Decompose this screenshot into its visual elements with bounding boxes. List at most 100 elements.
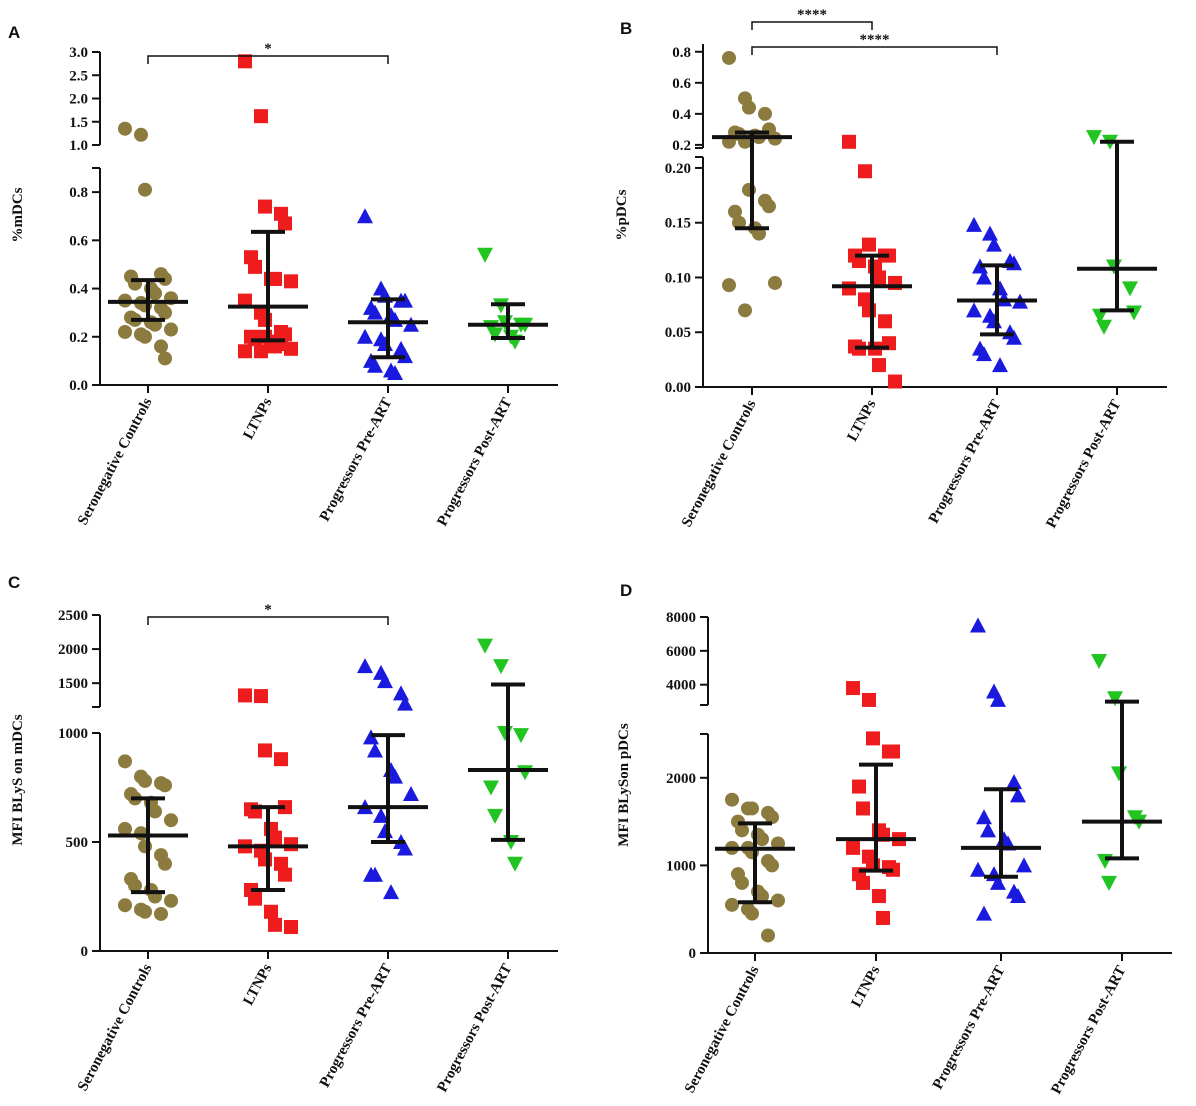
- data-point: [761, 928, 775, 943]
- data-point: [238, 344, 252, 359]
- x-tick-label: Seronegative Controls: [75, 395, 156, 528]
- data-point: [1111, 766, 1127, 782]
- data-point: [745, 801, 759, 816]
- data-point: [487, 327, 503, 343]
- data-point: [872, 889, 886, 904]
- data-point: [1097, 854, 1113, 870]
- y-axis-label: %pDCs: [614, 189, 630, 240]
- y-tick-label: 2.5: [69, 68, 88, 84]
- data-point: [970, 617, 986, 633]
- data-point: [248, 891, 262, 906]
- x-tick-label: Progressors Post-ART: [434, 961, 515, 1094]
- data-point: [862, 237, 876, 252]
- x-tick-label: Progressors Post-ART: [1043, 397, 1124, 530]
- data-point: [164, 813, 178, 828]
- y-tick-label: 0: [81, 944, 89, 960]
- data-point: [138, 904, 152, 919]
- data-point: [258, 743, 272, 758]
- data-point: [118, 324, 132, 339]
- data-point: [771, 893, 785, 908]
- data-point: [118, 754, 132, 769]
- y-tick-label: 0.6: [69, 233, 88, 249]
- data-point: [383, 884, 399, 900]
- data-point: [387, 768, 403, 784]
- x-tick-label: Progressors Pre-ART: [317, 961, 396, 1090]
- y-tick-label: 0.8: [672, 45, 691, 61]
- data-point: [966, 302, 982, 318]
- data-point: [768, 275, 782, 290]
- y-axis-label: %mDCs: [10, 187, 26, 242]
- data-point: [758, 106, 772, 121]
- data-point: [158, 856, 172, 871]
- data-point: [992, 280, 1008, 296]
- panel-label: B: [620, 19, 632, 38]
- y-tick-label: 6000: [666, 644, 696, 660]
- x-tick-label: Progressors Pre-ART: [930, 963, 1009, 1092]
- panel-label: C: [8, 573, 20, 592]
- data-point: [254, 689, 268, 704]
- data-point: [1092, 308, 1108, 324]
- data-point: [1122, 281, 1138, 297]
- y-tick-label: 3.0: [69, 45, 88, 61]
- y-tick-label: 1.0: [69, 138, 88, 154]
- y-axis-label: MFI BLySon pDCs: [616, 723, 632, 847]
- data-point: [742, 100, 756, 115]
- data-point: [138, 773, 152, 788]
- y-tick-label: 0: [689, 946, 697, 962]
- data-point: [268, 917, 282, 932]
- data-point: [872, 358, 886, 373]
- panel-label: A: [8, 23, 20, 42]
- data-point: [856, 875, 870, 890]
- data-point: [842, 281, 856, 296]
- x-tick-label: Progressors Pre-ART: [926, 397, 1005, 526]
- data-point: [477, 247, 493, 263]
- data-point: [278, 867, 292, 882]
- y-tick-label: 0.2: [672, 138, 691, 154]
- data-point: [1016, 857, 1032, 873]
- data-point: [268, 271, 282, 286]
- data-point: [856, 801, 870, 816]
- data-point: [986, 236, 1002, 252]
- data-point: [507, 856, 523, 872]
- data-point: [1010, 787, 1026, 803]
- data-point: [357, 658, 373, 674]
- data-point: [846, 681, 860, 696]
- data-point: [888, 374, 902, 389]
- y-tick-label: 1000: [58, 726, 88, 742]
- data-point: [158, 351, 172, 366]
- y-tick-label: 0.4: [69, 282, 88, 298]
- data-point: [990, 874, 1006, 890]
- data-point: [982, 225, 998, 241]
- data-point: [367, 304, 383, 320]
- data-point: [1006, 774, 1022, 790]
- significance-label: ****: [860, 32, 890, 48]
- data-point: [735, 823, 749, 838]
- x-tick-label: Progressors Pre-ART: [317, 395, 396, 524]
- data-point: [866, 731, 880, 746]
- data-point: [397, 695, 413, 711]
- data-point: [1107, 691, 1123, 707]
- data-point: [722, 278, 736, 293]
- data-point: [852, 779, 866, 794]
- significance-bracket: [147, 55, 389, 64]
- x-tick-label: Progressors Post-ART: [1048, 963, 1129, 1096]
- significance-label: *: [264, 602, 272, 618]
- x-tick-label: Seronegative Controls: [682, 963, 763, 1096]
- significance-bracket: [751, 46, 998, 55]
- data-point: [118, 898, 132, 913]
- data-point: [148, 804, 162, 819]
- data-point: [128, 878, 142, 893]
- data-point: [513, 728, 529, 744]
- data-point: [134, 826, 148, 841]
- data-point: [976, 905, 992, 921]
- data-point: [1096, 319, 1112, 335]
- data-point: [1086, 130, 1102, 146]
- y-tick-label: 0.2: [69, 330, 88, 346]
- data-point: [976, 346, 992, 362]
- data-point: [858, 292, 872, 307]
- y-tick-label: 0.20: [665, 161, 691, 177]
- y-tick-label: 0.8: [69, 185, 88, 201]
- data-point: [148, 286, 162, 301]
- data-point: [164, 322, 178, 337]
